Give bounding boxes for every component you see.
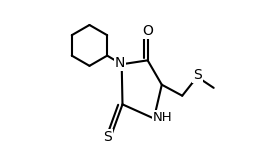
Text: NH: NH bbox=[153, 111, 172, 124]
Text: S: S bbox=[193, 68, 202, 82]
Text: S: S bbox=[103, 130, 112, 144]
Text: O: O bbox=[142, 24, 153, 38]
Text: N: N bbox=[115, 56, 125, 70]
